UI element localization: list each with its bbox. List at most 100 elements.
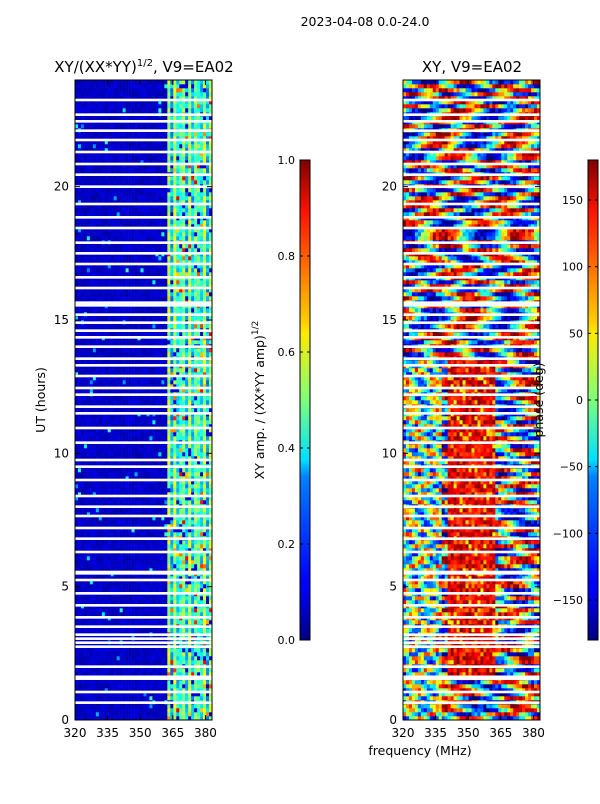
amplitude-heatmap-cell	[80, 420, 85, 425]
amplitude-heatmap-cell	[158, 360, 162, 365]
amplitude-heatmap-cell	[113, 552, 117, 557]
amplitude-heatmap-cell	[140, 400, 144, 405]
amplitude-heatmap-cell	[167, 608, 171, 613]
amplitude-heatmap-cell	[173, 380, 177, 385]
amplitude-heatmap-cell	[80, 532, 85, 537]
amplitude-heatmap-cell	[113, 716, 117, 721]
amplitude-heatmap-cell	[188, 316, 192, 321]
amplitude-heatmap-cell	[143, 288, 147, 293]
amplitude-heatmap-cell	[125, 388, 129, 393]
amplitude-heatmap-cell	[185, 704, 189, 709]
amplitude-heatmap-cell	[107, 512, 112, 517]
amplitude-heatmap-cell	[191, 324, 195, 329]
amplitude-heatmap-cell	[131, 484, 135, 489]
amplitude-heatmap-cell	[200, 360, 204, 365]
amplitude-heatmap-cell	[200, 428, 204, 433]
amplitude-heatmap-cell	[146, 608, 150, 613]
amplitude-heatmap-cell	[203, 608, 207, 613]
amplitude-heatmap-cell	[116, 436, 120, 441]
amplitude-heatmap-cell	[122, 668, 126, 673]
amplitude-heatmap-cell	[203, 596, 207, 601]
amplitude-heatmap-cell	[131, 456, 135, 461]
amplitude-heatmap-cell	[188, 680, 192, 685]
amplitude-heatmap-cell	[161, 620, 165, 625]
amplitude-heatmap-cell	[188, 712, 192, 717]
amplitude-heatmap-cell	[152, 560, 156, 565]
amplitude-heatmap-cell	[128, 352, 132, 357]
amplitude-heatmap-cell	[101, 496, 106, 501]
amplitude-heatmap-cell	[152, 476, 156, 481]
amplitude-heatmap-cell	[149, 332, 153, 337]
amplitude-heatmap-cell	[86, 656, 91, 661]
amplitude-heatmap-cell	[206, 484, 210, 489]
amplitude-heatmap-cell	[110, 476, 115, 481]
amplitude-heatmap-cell	[134, 716, 138, 721]
amplitude-heatmap-cell	[107, 552, 112, 557]
amplitude-heatmap-cell	[110, 544, 115, 549]
amplitude-heatmap-cell	[188, 708, 192, 713]
amplitude-heatmap-cell	[176, 420, 180, 425]
amplitude-heatmap-cell	[80, 672, 85, 677]
amplitude-heatmap-cell	[152, 620, 156, 625]
amplitude-heatmap-cell	[146, 296, 150, 301]
amplitude-heatmap-cell	[128, 652, 132, 657]
amplitude-heatmap-cell	[146, 688, 150, 693]
amplitude-heatmap-cell	[83, 544, 88, 549]
amplitude-heatmap-cell	[191, 476, 195, 481]
amplitude-heatmap-cell	[131, 556, 135, 561]
amplitude-heatmap-cell	[158, 588, 162, 593]
amplitude-heatmap-cell	[146, 376, 150, 381]
amplitude-heatmap-cell	[155, 484, 159, 489]
amplitude-heatmap-cell	[146, 348, 150, 353]
amplitude-heatmap-cell	[113, 432, 117, 437]
amplitude-heatmap-cell	[188, 332, 192, 337]
amplitude-heatmap-cell	[161, 316, 165, 321]
amplitude-heatmap-cell	[149, 492, 153, 497]
amplitude-heatmap-cell	[131, 360, 135, 365]
amplitude-heatmap-cell	[173, 520, 177, 525]
amplitude-heatmap-cell	[122, 584, 126, 589]
amplitude-heatmap-cell	[176, 288, 180, 293]
amplitude-heatmap-cell	[140, 476, 144, 481]
amplitude-heatmap-cell	[206, 452, 210, 457]
amplitude-heatmap-cell	[164, 656, 168, 661]
amplitude-heatmap-cell	[155, 648, 159, 653]
amplitude-heatmap-cell	[83, 596, 88, 601]
amplitude-heatmap-cell	[197, 584, 201, 589]
amplitude-heatmap-cell	[197, 388, 201, 393]
amplitude-heatmap-cell	[80, 704, 85, 709]
amplitude-heatmap-cell	[158, 648, 162, 653]
amplitude-heatmap-cell	[209, 528, 213, 533]
amplitude-heatmap-cell	[92, 548, 97, 553]
amplitude-heatmap-cell	[167, 516, 171, 521]
amplitude-heatmap-cell	[128, 324, 132, 329]
amplitude-heatmap-cell	[101, 564, 106, 569]
amplitude-heatmap-cell	[89, 452, 94, 457]
amplitude-heatmap-cell	[137, 488, 141, 493]
amplitude-heatmap-cell	[203, 348, 207, 353]
amplitude-heatmap-cell	[155, 596, 159, 601]
amplitude-heatmap-cell	[179, 472, 183, 477]
amplitude-heatmap-cell	[134, 708, 138, 713]
amplitude-heatmap-cell	[125, 532, 129, 537]
amplitude-heatmap-cell	[140, 448, 144, 453]
amplitude-heatmap-cell	[143, 476, 147, 481]
amplitude-heatmap-cell	[77, 520, 82, 525]
amplitude-heatmap-cell	[92, 588, 97, 593]
amplitude-heatmap-cell	[95, 480, 100, 485]
amplitude-heatmap-cell	[110, 608, 115, 613]
amplitude-heatmap-cell	[152, 416, 156, 421]
amplitude-heatmap-cell	[134, 544, 138, 549]
amplitude-heatmap-cell	[188, 612, 192, 617]
amplitude-heatmap-cell	[128, 372, 132, 377]
amplitude-heatmap-cell	[203, 524, 207, 529]
amplitude-heatmap-cell	[104, 308, 109, 313]
amplitude-heatmap-cell	[113, 448, 117, 453]
amplitude-heatmap-cell	[137, 688, 141, 693]
amplitude-heatmap-cell	[83, 660, 88, 665]
amplitude-heatmap-cell	[161, 600, 165, 605]
amplitude-heatmap-cell	[137, 352, 141, 357]
amplitude-heatmap-cell	[104, 324, 109, 329]
amplitude-heatmap-cell	[164, 692, 168, 697]
amplitude-heatmap-cell	[146, 708, 150, 713]
